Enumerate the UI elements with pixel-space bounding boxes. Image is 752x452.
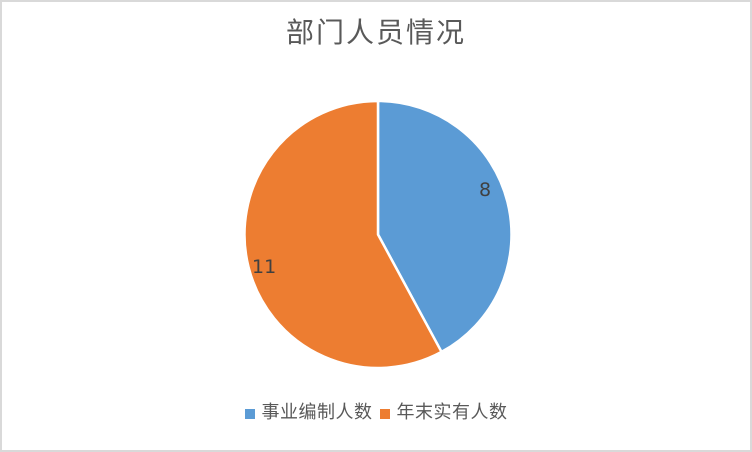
legend-swatch-orange-icon (379, 408, 390, 419)
pie-slice-0[interactable] (376, 99, 513, 354)
data-label-orange-slice: 11 (252, 256, 277, 278)
legend-item-blue[interactable]: 事业编制人数 (244, 402, 373, 424)
legend: 事业编制人数 年末实有人数 (2, 402, 750, 424)
pie-slice-1[interactable] (243, 99, 443, 370)
legend-label-orange: 年末实有人数 (396, 402, 508, 423)
legend-item-orange[interactable]: 年末实有人数 (379, 402, 508, 424)
chart-title: 部门人员情况 (285, 16, 466, 49)
data-label-blue-slice: 8 (479, 179, 492, 201)
legend-label-blue: 事业编制人数 (261, 402, 373, 423)
legend-swatch-blue-icon (244, 408, 255, 419)
